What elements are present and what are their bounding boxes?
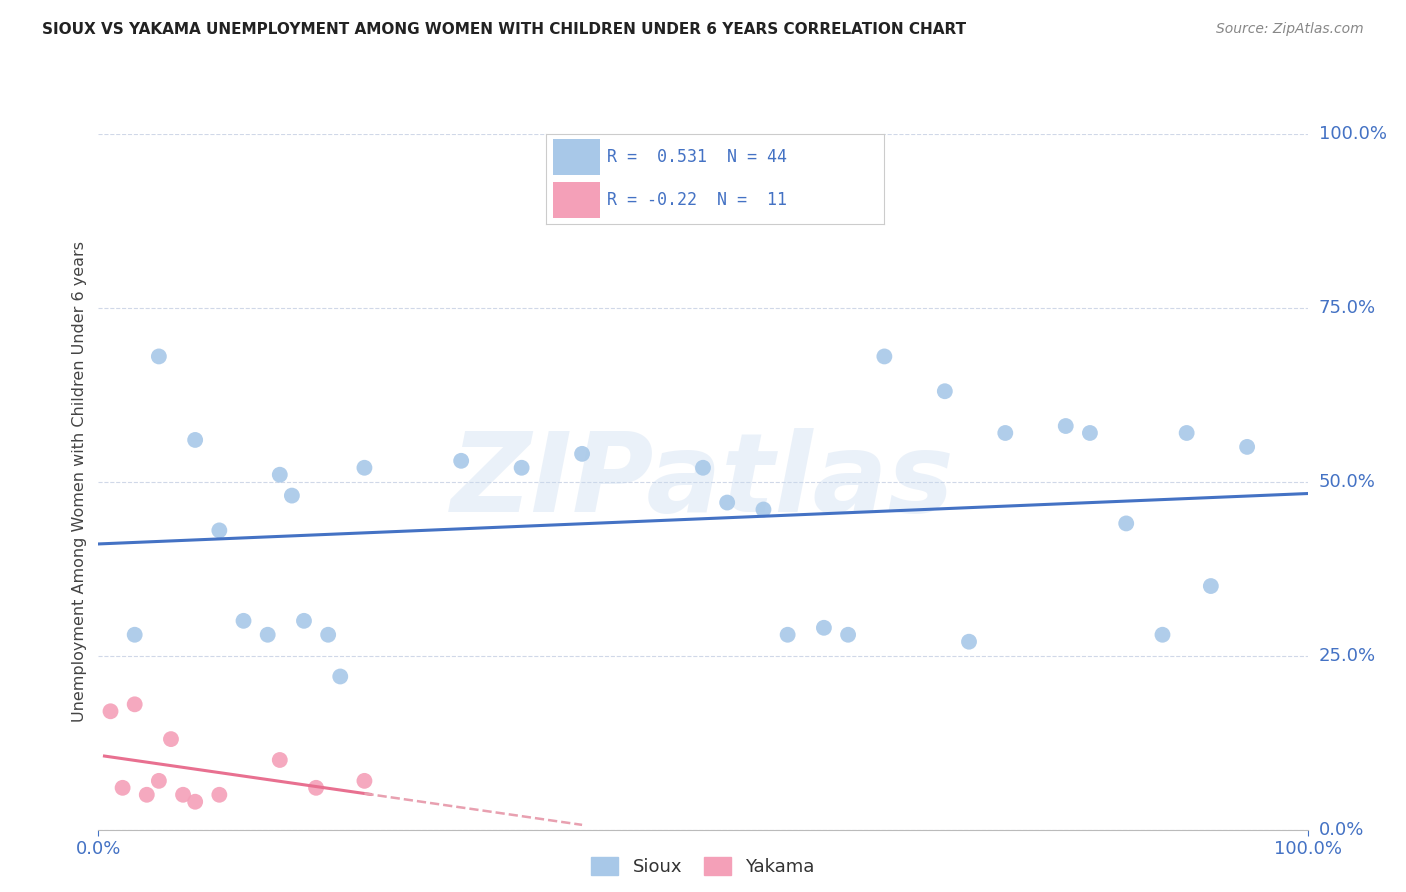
- Point: [232, 614, 254, 628]
- Point: [184, 795, 207, 809]
- Point: [1199, 579, 1222, 593]
- Point: [1078, 425, 1101, 440]
- Point: [316, 628, 339, 642]
- Point: [353, 460, 375, 475]
- Text: 50.0%: 50.0%: [1319, 473, 1375, 491]
- Point: [837, 628, 859, 642]
- Point: [1054, 419, 1077, 434]
- Point: [692, 460, 714, 475]
- Text: 0.0%: 0.0%: [1319, 821, 1364, 838]
- Point: [776, 628, 799, 642]
- Point: [353, 773, 375, 788]
- Point: [256, 628, 278, 642]
- Point: [510, 460, 533, 475]
- Point: [813, 621, 835, 635]
- Point: [752, 502, 775, 516]
- Point: [111, 780, 134, 795]
- Text: Source: ZipAtlas.com: Source: ZipAtlas.com: [1216, 22, 1364, 37]
- Point: [100, 704, 122, 718]
- Point: [1236, 440, 1258, 454]
- Point: [994, 425, 1017, 440]
- Point: [269, 753, 291, 767]
- Text: 75.0%: 75.0%: [1319, 299, 1376, 317]
- Point: [281, 489, 304, 503]
- Point: [184, 433, 207, 447]
- Text: 100.0%: 100.0%: [1319, 125, 1386, 143]
- Legend: Sioux, Yakama: Sioux, Yakama: [583, 849, 823, 883]
- Point: [208, 788, 231, 802]
- Point: [124, 698, 146, 712]
- Point: [1152, 628, 1174, 642]
- Point: [124, 628, 146, 642]
- Point: [450, 454, 472, 468]
- Point: [160, 732, 183, 747]
- Point: [329, 669, 352, 683]
- Text: 25.0%: 25.0%: [1319, 647, 1376, 665]
- Point: [1115, 516, 1137, 531]
- Point: [208, 524, 231, 538]
- Text: SIOUX VS YAKAMA UNEMPLOYMENT AMONG WOMEN WITH CHILDREN UNDER 6 YEARS CORRELATION: SIOUX VS YAKAMA UNEMPLOYMENT AMONG WOMEN…: [42, 22, 966, 37]
- Point: [1175, 425, 1198, 440]
- Point: [571, 447, 593, 461]
- Point: [292, 614, 315, 628]
- Point: [172, 788, 194, 802]
- Point: [934, 384, 956, 399]
- Point: [957, 634, 980, 648]
- Point: [305, 780, 328, 795]
- Point: [135, 788, 157, 802]
- Point: [873, 350, 896, 364]
- Point: [269, 467, 291, 482]
- Text: ZIPatlas: ZIPatlas: [451, 428, 955, 535]
- Point: [148, 350, 170, 364]
- Point: [716, 495, 738, 509]
- Y-axis label: Unemployment Among Women with Children Under 6 years: Unemployment Among Women with Children U…: [72, 241, 87, 723]
- Point: [148, 773, 170, 788]
